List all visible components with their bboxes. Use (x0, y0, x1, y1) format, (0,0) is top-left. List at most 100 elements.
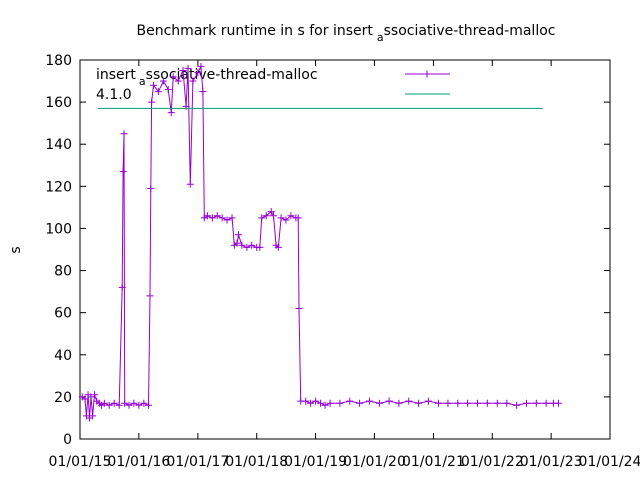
data-point (105, 401, 113, 409)
data-point (269, 212, 277, 220)
x-tick-label: 01/01/15 (49, 454, 112, 470)
data-point (248, 241, 256, 249)
data-point (385, 397, 393, 405)
data-point (464, 399, 472, 407)
data-point (326, 399, 334, 407)
data-point (140, 399, 148, 407)
data-point (89, 412, 97, 420)
data-point (317, 399, 325, 407)
data-point (118, 283, 126, 291)
data-point (147, 184, 155, 192)
data-point (189, 77, 197, 85)
data-point (235, 231, 242, 239)
data-point (145, 401, 153, 409)
data-point (159, 77, 167, 85)
y-tick-label: 120 (45, 179, 72, 195)
y-tick-label: 40 (54, 348, 72, 364)
data-point (336, 399, 344, 407)
data-point (243, 243, 251, 251)
data-point (121, 399, 129, 407)
data-point (199, 88, 207, 96)
data-point (197, 62, 205, 70)
data-point (346, 397, 354, 405)
data-point (258, 214, 266, 222)
data-point (164, 85, 172, 93)
data-point (120, 130, 128, 138)
data-point (208, 214, 216, 222)
x-tick-label: 01/01/16 (107, 454, 170, 470)
data-point (513, 401, 521, 409)
y-tick-label: 100 (45, 221, 72, 237)
data-point (167, 109, 175, 117)
data-point (154, 88, 162, 96)
x-axis: 01/01/1501/01/1601/01/1701/01/1801/01/19… (49, 60, 640, 470)
data-point (169, 73, 177, 81)
data-point (365, 397, 373, 405)
legend-label-series: insert associative-thread-malloc (96, 67, 318, 88)
legend-sample-marker (423, 70, 431, 78)
x-tick-label: 01/01/17 (166, 454, 229, 470)
data-point (294, 214, 302, 222)
data-point (256, 243, 264, 251)
legend: insert associative-thread-malloc 4.1.0 (96, 67, 450, 103)
data-point (119, 168, 127, 176)
data-point (186, 180, 194, 188)
data-point (238, 241, 246, 249)
data-point (444, 399, 452, 407)
x-tick-label: 01/01/21 (402, 454, 465, 470)
data-point (415, 399, 423, 407)
data-point (532, 399, 540, 407)
data-point (277, 214, 285, 222)
y-tick-label: 20 (54, 390, 72, 406)
y-tick-label: 160 (45, 95, 72, 111)
data-point (267, 208, 275, 216)
x-tick-label: 01/01/22 (461, 454, 524, 470)
data-point (233, 239, 241, 247)
plot-frame (79, 59, 611, 440)
data-point (91, 391, 99, 399)
data-point (522, 399, 530, 407)
data-point (125, 401, 133, 409)
data-point (100, 399, 108, 407)
data-point (307, 399, 315, 407)
data-point (228, 214, 236, 222)
data-point (213, 212, 221, 220)
data-point (473, 399, 481, 407)
data-point (312, 397, 320, 405)
series-line (81, 64, 559, 418)
y-tick-label: 80 (54, 264, 72, 280)
data-point (203, 212, 211, 220)
y-tick-label: 0 (63, 432, 72, 448)
data-point (395, 399, 403, 407)
legend-label-version: 4.1.0 (96, 87, 132, 103)
data-point (321, 401, 329, 409)
data-point (434, 399, 442, 407)
data-point (542, 399, 550, 407)
y-axis: 0 20 40 60 80 100 120 140 160 180 (45, 53, 610, 448)
data-point (424, 397, 432, 405)
data-point (218, 214, 226, 222)
x-tick-label: 01/01/18 (225, 454, 288, 470)
data-point (454, 399, 462, 407)
data-point (493, 399, 501, 407)
data-point (194, 69, 202, 77)
x-tick-label: 01/01/20 (343, 454, 406, 470)
data-point (302, 397, 310, 405)
data-point (130, 399, 138, 407)
data-point (262, 212, 270, 220)
data-point (503, 399, 511, 407)
y-tick-label: 140 (45, 137, 72, 153)
data-point (223, 216, 231, 224)
data-point (135, 401, 143, 409)
x-tick-label: 01/01/23 (520, 454, 583, 470)
data-point (115, 401, 123, 409)
data-point (287, 212, 295, 220)
x-tick-label: 01/01/24 (579, 454, 640, 470)
data-point (282, 216, 290, 224)
data-point (146, 292, 154, 300)
data-point (375, 399, 383, 407)
series-layer (78, 62, 562, 422)
data-point (87, 393, 95, 401)
data-point (405, 397, 413, 405)
